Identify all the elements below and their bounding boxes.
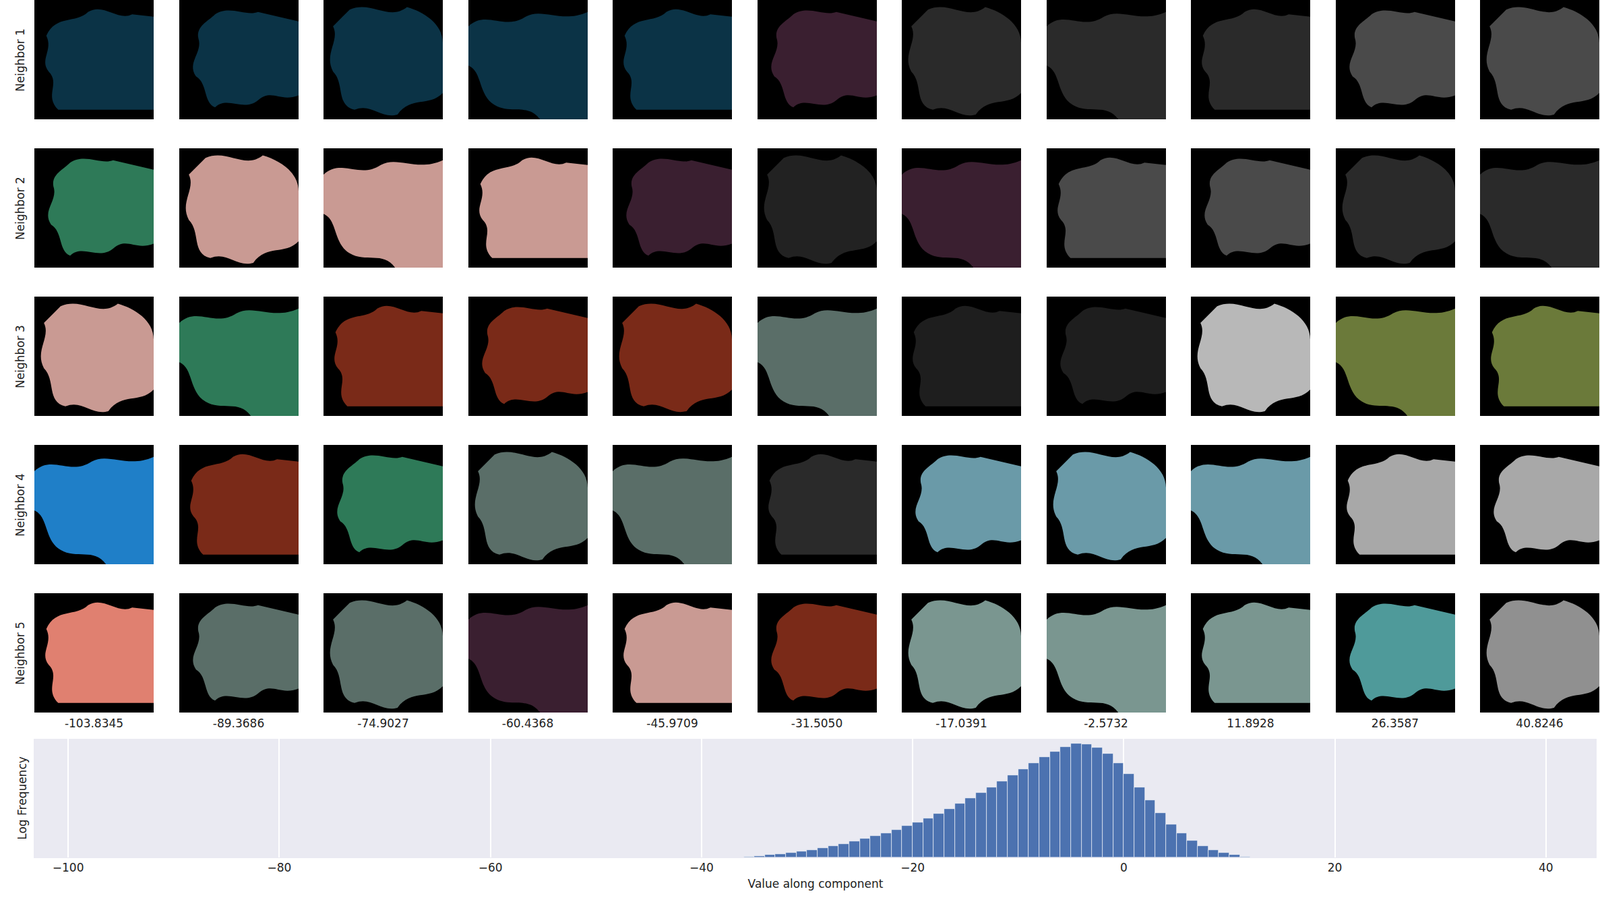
- svg-text:−80: −80: [266, 860, 292, 875]
- html-text:-103.8345: -103.8345: [64, 716, 124, 730]
- html-text:Neighbor 3: Neighbor 3: [13, 324, 27, 388]
- html-text:-89.3686: -89.3686: [212, 716, 265, 730]
- html-text:26.3587: 26.3587: [1371, 716, 1419, 730]
- html-text:Neighbor 1: Neighbor 1: [13, 28, 27, 92]
- svg-text:−40: −40: [689, 860, 714, 875]
- html-text:11.8928: 11.8928: [1226, 716, 1275, 730]
- html-text:Neighbor 2: Neighbor 2: [13, 176, 27, 240]
- svg-text:−100: −100: [52, 860, 85, 875]
- html-text:-45.9709: -45.9709: [646, 716, 699, 730]
- svg-text:Value along component: Value along component: [748, 876, 884, 891]
- html-text:40.8246: 40.8246: [1515, 716, 1564, 730]
- html-text:-17.0391: -17.0391: [935, 716, 988, 730]
- svg-text:−60: −60: [478, 860, 503, 875]
- svg-text:0: 0: [1120, 860, 1128, 875]
- svg-text:Log Frequency: Log Frequency: [15, 756, 29, 840]
- svg-text:40: 40: [1538, 860, 1554, 875]
- svg-text:20: 20: [1327, 860, 1343, 875]
- html-text:-74.9027: -74.9027: [357, 716, 409, 730]
- svg-text:−20: −20: [900, 860, 925, 875]
- html-text:-60.4368: -60.4368: [501, 716, 554, 730]
- html-text:Neighbor 5: Neighbor 5: [13, 621, 27, 685]
- html-text:-2.5732: -2.5732: [1083, 716, 1129, 730]
- html-text:-31.5050: -31.5050: [791, 716, 843, 730]
- html-text:Neighbor 4: Neighbor 4: [13, 472, 27, 537]
